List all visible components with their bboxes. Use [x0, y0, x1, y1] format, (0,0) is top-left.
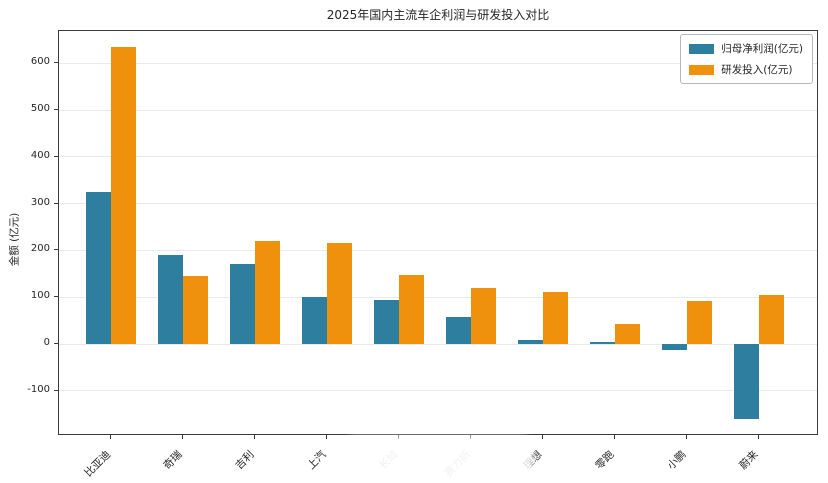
gridline-y-200 [59, 249, 817, 251]
y-tick-label--100: -100 [27, 383, 50, 395]
watermark-overlay-inner [380, 445, 500, 479]
gridline-y-500 [59, 109, 817, 111]
legend-row-rnd: 研发投入(亿元) [689, 62, 803, 77]
legend-label-rnd: 研发投入(亿元) [721, 64, 793, 76]
y-tick-label-200: 200 [30, 243, 50, 255]
bar-net-profit-蔚来 [734, 344, 759, 419]
bar-rnd-长城 [399, 274, 424, 344]
y-tick-mark-300 [54, 202, 58, 204]
bar-net-profit-理想 [518, 339, 543, 344]
x-tick-label-零跑: 零跑 [593, 448, 617, 472]
x-tick-mark-小鹏 [686, 435, 687, 439]
x-tick-mark-奇瑞 [182, 435, 183, 439]
x-tick-mark-比亚迪 [110, 435, 111, 439]
bar-rnd-吉利 [255, 241, 280, 344]
bar-net-profit-长城 [374, 299, 399, 344]
y-tick-label-100: 100 [30, 290, 50, 302]
x-tick-mark-吉利 [254, 435, 255, 439]
bar-rnd-蔚来 [759, 294, 784, 344]
chart-title: 2025年国内主流车企利润与研发投入对比 [326, 8, 550, 22]
x-tick-mark-零跑 [614, 435, 615, 439]
bar-rnd-小鹏 [687, 300, 712, 344]
y-tick-mark-200 [54, 249, 58, 251]
plot-area: 归母净利润(亿元) 研发投入(亿元) [58, 30, 818, 435]
legend-label-net-profit: 归母净利润(亿元) [721, 43, 803, 55]
y-tick-mark-0 [54, 343, 58, 344]
gridline-y-300 [59, 203, 817, 205]
x-tick-label-比亚迪: 比亚迪 [81, 448, 113, 480]
bar-net-profit-上汽 [302, 297, 327, 344]
x-tick-label-蔚来: 蔚来 [737, 448, 761, 472]
y-tick-mark-600 [54, 62, 58, 64]
bar-rnd-赛力斯 [471, 287, 496, 344]
y-tick-label-500: 500 [30, 103, 50, 114]
x-tick-label-上汽: 上汽 [305, 448, 329, 472]
y-tick-label-0: 0 [43, 337, 50, 348]
gridline-y-400 [59, 156, 817, 158]
rnd-swatch [689, 64, 715, 75]
x-tick-label-吉利: 吉利 [233, 448, 257, 472]
bar-net-profit-赛力斯 [446, 316, 471, 344]
legend-row-net-profit: 归母净利润(亿元) [689, 41, 803, 56]
bar-net-profit-吉利 [230, 264, 255, 344]
gridline-y--100 [59, 390, 817, 392]
x-tick-mark-蔚来 [758, 435, 759, 439]
bar-net-profit-小鹏 [662, 344, 687, 350]
x-tick-label-小鹏: 小鹏 [665, 448, 689, 472]
y-tick-mark--100 [54, 389, 58, 391]
x-tick-mark-理想 [542, 435, 543, 439]
gridline-y-600 [59, 62, 817, 64]
bar-rnd-理想 [543, 291, 568, 344]
bar-net-profit-奇瑞 [158, 255, 183, 344]
x-tick-label-奇瑞: 奇瑞 [161, 448, 185, 472]
bar-rnd-零跑 [615, 324, 640, 344]
chart-legend: 归母净利润(亿元) 研发投入(亿元) [680, 34, 813, 84]
bar-rnd-奇瑞 [183, 276, 208, 344]
gridline-y-0 [59, 343, 817, 345]
x-tick-mark-上汽 [326, 435, 327, 439]
y-tick-label-300: 300 [30, 196, 50, 208]
y-tick-mark-100 [54, 296, 58, 298]
bar-rnd-上汽 [327, 243, 352, 344]
y-tick-label-400: 400 [30, 149, 50, 161]
gridline-y-100 [59, 296, 817, 298]
y-tick-mark-500 [54, 109, 58, 110]
bar-net-profit-零跑 [590, 341, 615, 344]
y-tick-label-600: 600 [30, 56, 50, 68]
bar-net-profit-比亚迪 [86, 191, 111, 344]
net-profit-swatch [689, 43, 715, 54]
y-tick-mark-400 [54, 155, 58, 157]
bar-rnd-比亚迪 [111, 46, 136, 344]
